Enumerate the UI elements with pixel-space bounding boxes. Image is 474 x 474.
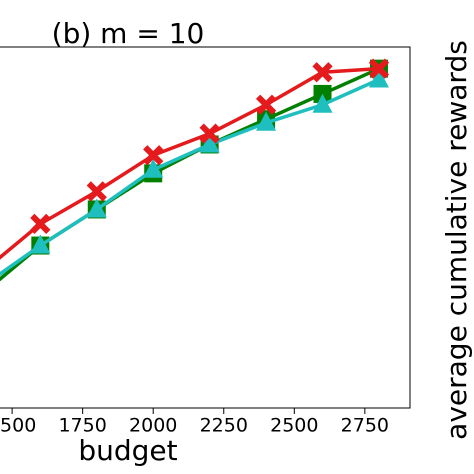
marker xyxy=(255,94,277,115)
marker xyxy=(199,123,220,144)
plot-area xyxy=(0,58,390,282)
series-line xyxy=(0,77,380,277)
marker xyxy=(86,198,107,218)
x-tick-label: 2000 xyxy=(129,415,177,437)
marker xyxy=(30,234,51,254)
marker xyxy=(312,62,333,83)
marker xyxy=(30,213,51,235)
x-tick-label: 2500 xyxy=(270,415,318,437)
marker xyxy=(368,58,390,79)
x-tick-label: 2250 xyxy=(200,415,248,437)
chart-title: (b) m = 10 xyxy=(52,17,205,50)
x-axis-label: budget xyxy=(78,434,177,467)
marker xyxy=(143,145,164,166)
marker xyxy=(143,158,164,178)
marker xyxy=(256,111,277,131)
x-tick-label: 2750 xyxy=(341,415,389,437)
marker xyxy=(368,68,389,88)
marker xyxy=(199,133,220,153)
y-axis-label: average cumulative rewards xyxy=(440,40,473,440)
plot-frame xyxy=(0,46,411,409)
x-tick-label: 1500 xyxy=(0,415,36,437)
marker xyxy=(86,181,107,202)
x-tick-label: 1750 xyxy=(58,415,106,437)
marker xyxy=(312,93,333,113)
